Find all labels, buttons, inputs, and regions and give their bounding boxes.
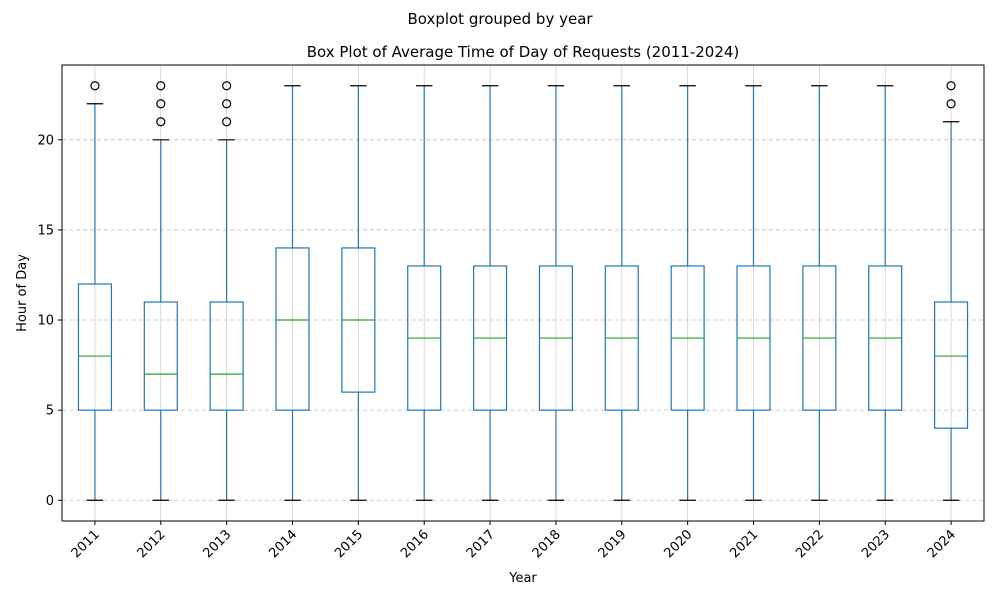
x-axis-label: Year [508, 571, 537, 586]
chart-title: Box Plot of Average Time of Day of Reque… [307, 43, 740, 61]
box-2023 [868, 85, 903, 501]
box-2014 [275, 85, 310, 501]
outlier-2013-1 [222, 99, 232, 109]
outlier-2024-0 [946, 99, 956, 109]
box-iqr-2014 [275, 247, 310, 411]
x-tick-label-2017: 2017 [464, 527, 498, 561]
x-tick-label-2018: 2018 [530, 527, 564, 561]
x-tick-label-2015: 2015 [332, 527, 366, 561]
box-2020 [670, 85, 705, 501]
box-2021 [736, 85, 771, 501]
x-tick-label-2020: 2020 [661, 527, 695, 561]
x-tick-label-2022: 2022 [793, 527, 827, 561]
x-tick-label-2024: 2024 [925, 527, 959, 561]
outlier-2012-2 [156, 81, 166, 91]
box-iqr-2012 [143, 301, 178, 411]
plot-area-frame [61, 64, 985, 522]
box-2022 [802, 85, 837, 501]
box-2024 [934, 81, 969, 501]
box-2012 [143, 81, 178, 501]
x-tick-label-2023: 2023 [859, 527, 893, 561]
outlier-2012-0 [156, 117, 166, 127]
x-tick-label-2016: 2016 [398, 527, 432, 561]
x-tick-label-2011: 2011 [69, 527, 103, 561]
y-tick-label-10: 10 [37, 314, 54, 329]
box-2016 [407, 85, 442, 501]
chart-suptitle: Boxplot grouped by year [407, 10, 593, 28]
x-tick-label-2013: 2013 [200, 527, 234, 561]
box-2018 [538, 85, 573, 501]
y-axis-label: Hour of Day [15, 254, 30, 332]
y-tick-label-0: 0 [46, 494, 54, 509]
box-2011 [77, 81, 112, 501]
x-tick-label-2014: 2014 [266, 527, 300, 561]
outlier-2013-2 [222, 81, 232, 91]
outlier-2011-0 [90, 81, 100, 91]
box-series [77, 81, 969, 501]
y-tick-label-5: 5 [46, 404, 54, 419]
box-iqr-2013 [209, 301, 244, 411]
x-tick-label-2019: 2019 [596, 527, 630, 561]
outlier-2013-0 [222, 117, 232, 127]
box-2015 [341, 85, 376, 501]
box-iqr-2024 [934, 301, 969, 429]
box-2013 [209, 81, 244, 501]
y-tick-label-15: 15 [37, 223, 54, 238]
outlier-2012-1 [156, 99, 166, 109]
x-tick-label-2012: 2012 [135, 527, 169, 561]
grid-lines [62, 65, 984, 521]
box-2019 [604, 85, 639, 501]
y-tick-label-20: 20 [37, 133, 54, 148]
axes: 0 5 10 15 20 2011 2012 2013 2014 2015 2016 2017 2018… [37, 133, 958, 561]
x-tick-label-2021: 2021 [727, 527, 761, 561]
box-2017 [473, 85, 508, 501]
outlier-2024-1 [946, 81, 956, 91]
box-iqr-2011 [77, 283, 112, 411]
